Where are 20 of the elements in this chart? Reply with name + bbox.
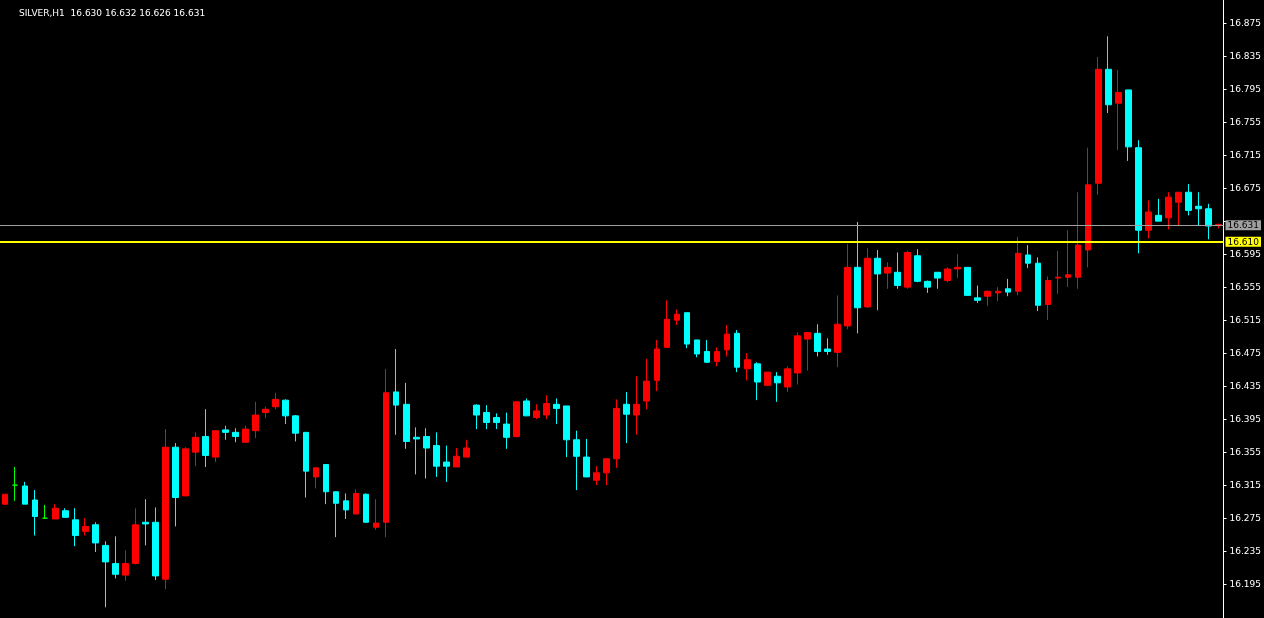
y-tick-label: 16.395 bbox=[1229, 414, 1262, 425]
y-tick-label: 16.275 bbox=[1229, 513, 1262, 524]
y-tick-label: 16.795 bbox=[1229, 84, 1262, 95]
y-tick-label: 16.675 bbox=[1229, 183, 1262, 194]
ref-line-label: 16.610 bbox=[1227, 236, 1260, 247]
y-tick-label: 16.355 bbox=[1229, 447, 1262, 458]
text: SILVER,H1 16.630 16.632 16.626 16.631 bbox=[19, 7, 206, 18]
y-tick-label: 16.755 bbox=[1229, 117, 1262, 128]
y-tick-label: 16.315 bbox=[1229, 480, 1262, 491]
ref-line-label: 16.631 bbox=[1227, 220, 1260, 231]
y-tick-label: 16.475 bbox=[1229, 348, 1262, 359]
y-tick-label: 16.595 bbox=[1229, 249, 1262, 260]
y-tick-label: 16.875 bbox=[1229, 18, 1262, 29]
y-tick-label: 16.435 bbox=[1229, 381, 1262, 392]
y-tick-label: 16.715 bbox=[1229, 150, 1262, 161]
y-tick-label: 16.555 bbox=[1229, 282, 1262, 293]
y-tick-label: 16.835 bbox=[1229, 51, 1262, 62]
y-tick-label: 16.235 bbox=[1229, 546, 1262, 557]
y-tick-label: 16.195 bbox=[1229, 579, 1262, 590]
y-tick-label: 16.515 bbox=[1229, 315, 1262, 326]
